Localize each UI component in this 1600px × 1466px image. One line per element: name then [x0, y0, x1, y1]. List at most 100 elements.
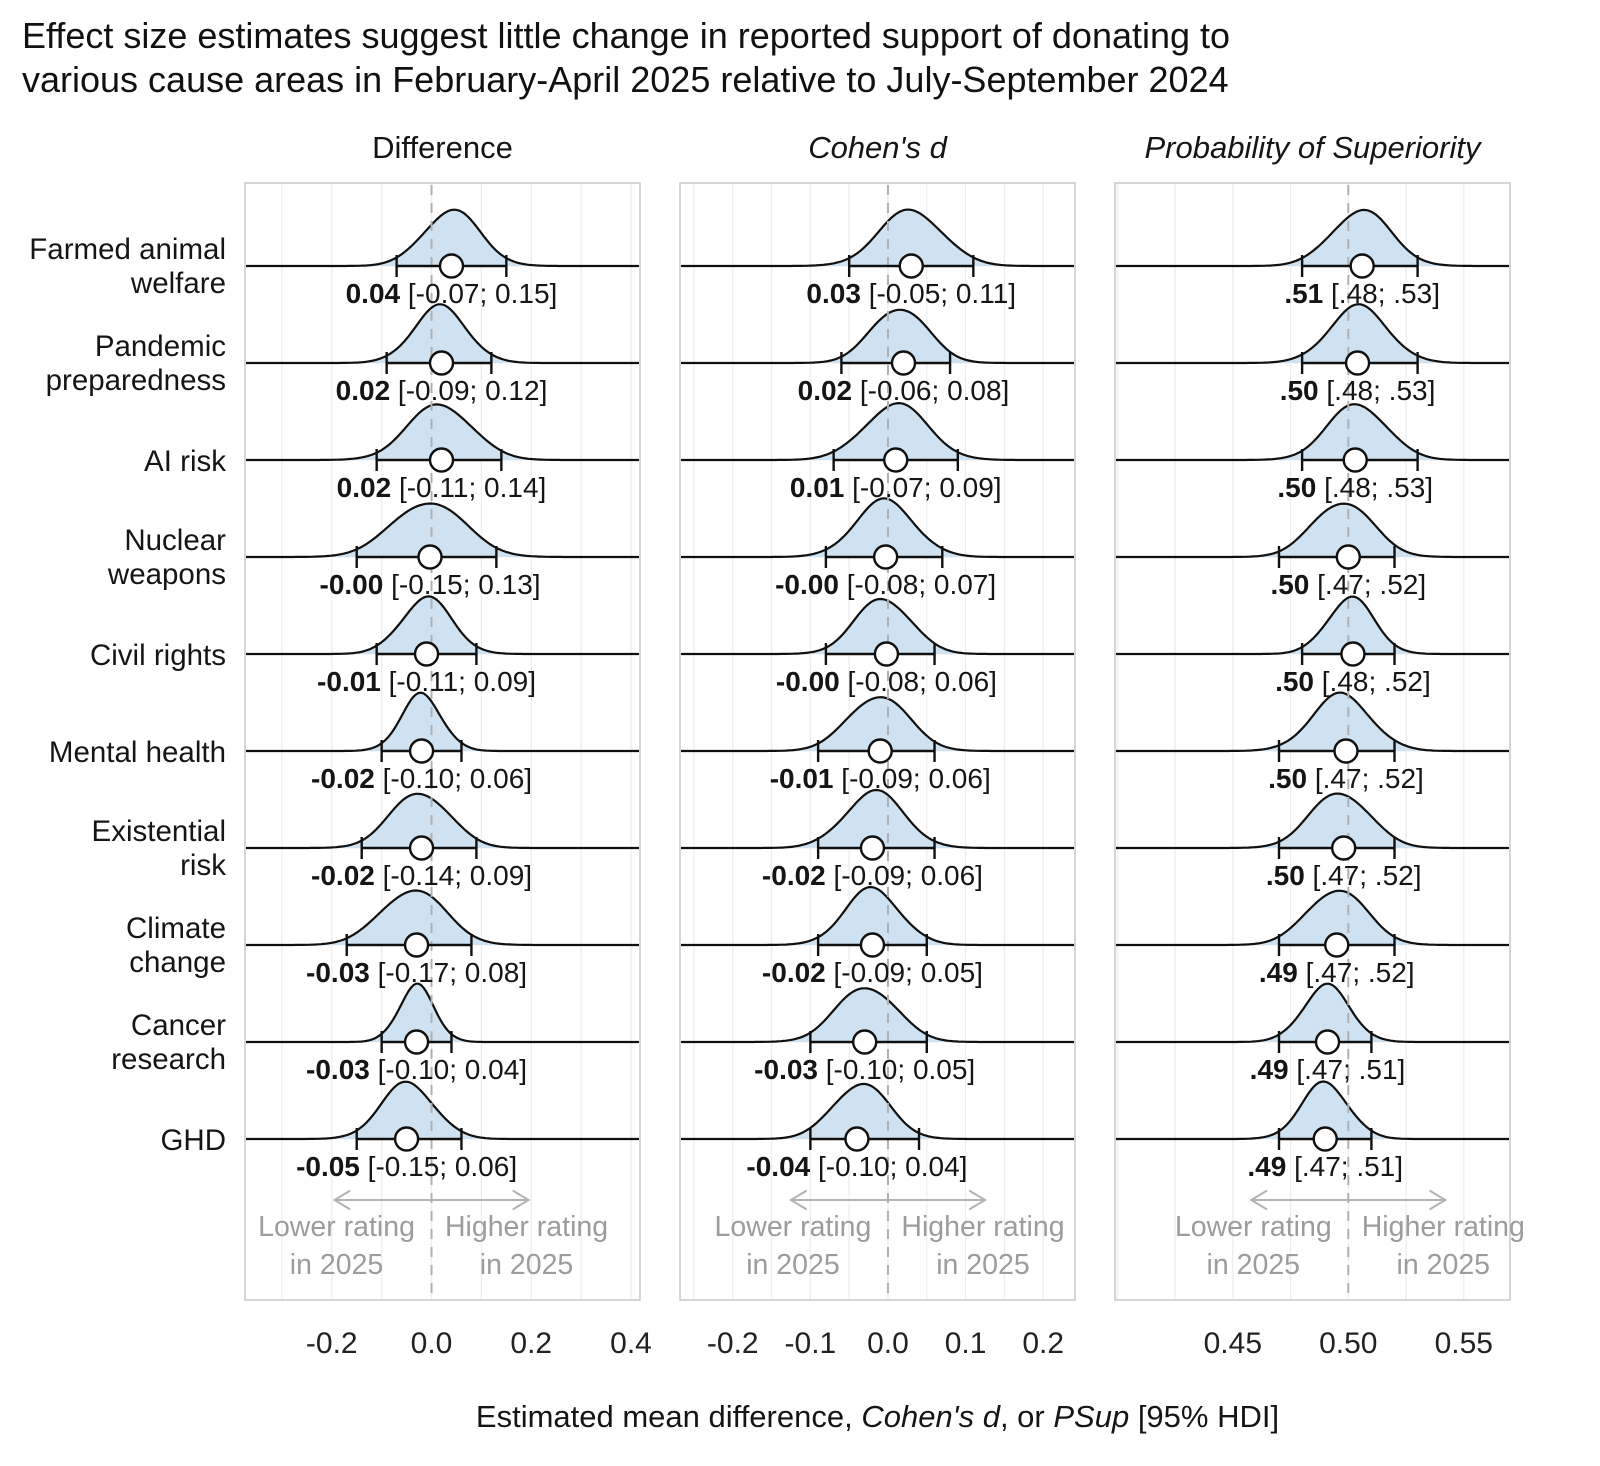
density-fill: [1116, 1081, 1509, 1139]
point-estimate: [1340, 641, 1366, 667]
estimate-label: .49 [.47; .51]: [1250, 1054, 1406, 1085]
point-estimate: [898, 253, 924, 279]
density-curve: [246, 403, 640, 462]
density-curve: [246, 691, 640, 753]
density-fill: [1116, 209, 1509, 266]
annotation-lower-year: in 2025: [290, 1249, 384, 1281]
point-estimate: [872, 544, 899, 570]
estimate-label: -0.00 [-0.08; 0.06]: [776, 666, 997, 697]
estimate-label: .50 [.47; .52]: [1268, 763, 1424, 794]
row-label: Pandemic preparedness: [46, 330, 226, 397]
chart-title: Effect size estimates suggest little cha…: [22, 15, 1231, 100]
density-curve: [681, 788, 1075, 850]
estimate-label: 0.02 [-0.09; 0.12]: [336, 375, 548, 406]
arrowhead-right: [968, 1190, 987, 1210]
point-estimate: [413, 641, 440, 667]
estimate-label: 0.02 [-0.06; 0.08]: [798, 375, 1010, 406]
point-estimate: [1333, 738, 1359, 764]
density-fill: [246, 404, 639, 460]
estimate-label: .50 [.47; .52]: [1266, 860, 1422, 891]
arrowhead-left: [789, 1190, 807, 1210]
point-estimate: [408, 835, 435, 861]
x-tick-label: 0.45: [1204, 1327, 1262, 1360]
annotation-higher-year: in 2025: [480, 1249, 574, 1281]
estimate-label: -0.02 [-0.09; 0.05]: [762, 957, 983, 988]
point-estimate: [428, 447, 455, 473]
estimate-label: 0.02 [-0.11; 0.14]: [337, 472, 547, 503]
row-label: Mental health: [49, 736, 226, 769]
estimate-label: -0.04 [-0.10; 0.04]: [746, 1151, 967, 1182]
density-fill: [681, 697, 1074, 751]
estimate-label: -0.02 [-0.14; 0.09]: [311, 860, 532, 891]
density-fill: [1116, 503, 1509, 557]
density-fill: [246, 890, 639, 945]
density-curve: [681, 308, 1075, 365]
estimate-label: .49 [.47; .52]: [1259, 957, 1415, 988]
density-curve: [1116, 595, 1510, 656]
arrowhead-left: [1249, 1190, 1268, 1210]
density-curve: [681, 1082, 1075, 1141]
point-estimate: [428, 350, 455, 376]
estimate-label: -0.02 [-0.10; 0.06]: [311, 763, 532, 794]
x-tick-label: 0.2: [1022, 1327, 1064, 1360]
density-curve: [1116, 691, 1510, 753]
density-curve: [1116, 889, 1510, 947]
point-estimate: [408, 738, 435, 764]
annotation-higher-year: in 2025: [936, 1249, 1030, 1281]
density-fill: [681, 988, 1074, 1042]
point-estimate: [1330, 835, 1357, 861]
density-fill: [1116, 304, 1509, 363]
estimate-label: .49 [.47; .51]: [1247, 1151, 1403, 1182]
point-estimate: [1344, 350, 1371, 376]
density-curve: [246, 792, 640, 850]
point-estimate: [883, 447, 909, 473]
row-label: Nuclear weapons: [107, 524, 226, 591]
point-estimate: [859, 932, 886, 958]
density-curve: [681, 402, 1075, 462]
density-fill: [246, 596, 639, 654]
density-fill: [681, 209, 1074, 266]
estimate-label: .50 [.47; .52]: [1270, 569, 1426, 600]
density-fill: [1116, 404, 1509, 460]
density-fill: [1116, 692, 1509, 751]
estimate-label: -0.01 [-0.09; 0.06]: [770, 763, 991, 794]
density-curve: [681, 497, 1075, 559]
density-fill: [681, 790, 1074, 848]
estimate-label: 0.03 [-0.05; 0.11]: [806, 278, 1016, 309]
point-estimate: [867, 738, 893, 764]
density-fill: [246, 503, 639, 557]
density-curve: [1116, 303, 1510, 365]
point-estimate: [859, 835, 886, 861]
estimate-label: .50 [.48; .52]: [1275, 666, 1431, 697]
density-fill: [1116, 890, 1509, 945]
x-tick-label: 0.55: [1435, 1327, 1493, 1360]
row-label: Existential risk: [92, 815, 227, 882]
density-curve: [1116, 502, 1510, 559]
arrowhead-right: [1429, 1190, 1448, 1210]
estimate-label: -0.00 [-0.08; 0.07]: [775, 569, 996, 600]
density-curve: [246, 303, 640, 365]
density-fill: [681, 887, 1074, 945]
estimate-label: -0.00 [-0.15; 0.13]: [320, 569, 541, 600]
density-fill: [681, 1083, 1074, 1139]
point-estimate: [403, 932, 430, 958]
annotation-lower-rating: Lower rating: [715, 1211, 872, 1243]
density-curve: [681, 885, 1075, 947]
point-estimate: [1349, 253, 1375, 279]
estimate-label: -0.01 [-0.11; 0.09]: [317, 666, 536, 697]
point-estimate: [1335, 544, 1362, 570]
density-curve: [1116, 1080, 1510, 1141]
x-tick-label: 0.2: [510, 1327, 552, 1360]
row-label: GHD: [160, 1124, 226, 1157]
point-estimate: [873, 641, 900, 667]
annotation-higher-year: in 2025: [1397, 1249, 1491, 1281]
density-fill: [1116, 596, 1509, 654]
density-curve: [681, 208, 1075, 268]
density-curve: [246, 502, 640, 559]
x-tick-label: 0.1: [945, 1327, 987, 1360]
estimate-label: -0.03 [-0.10; 0.04]: [306, 1054, 527, 1085]
annotation-higher-rating: Higher rating: [1362, 1211, 1525, 1243]
density-curve: [681, 696, 1075, 753]
point-estimate: [393, 1126, 420, 1152]
